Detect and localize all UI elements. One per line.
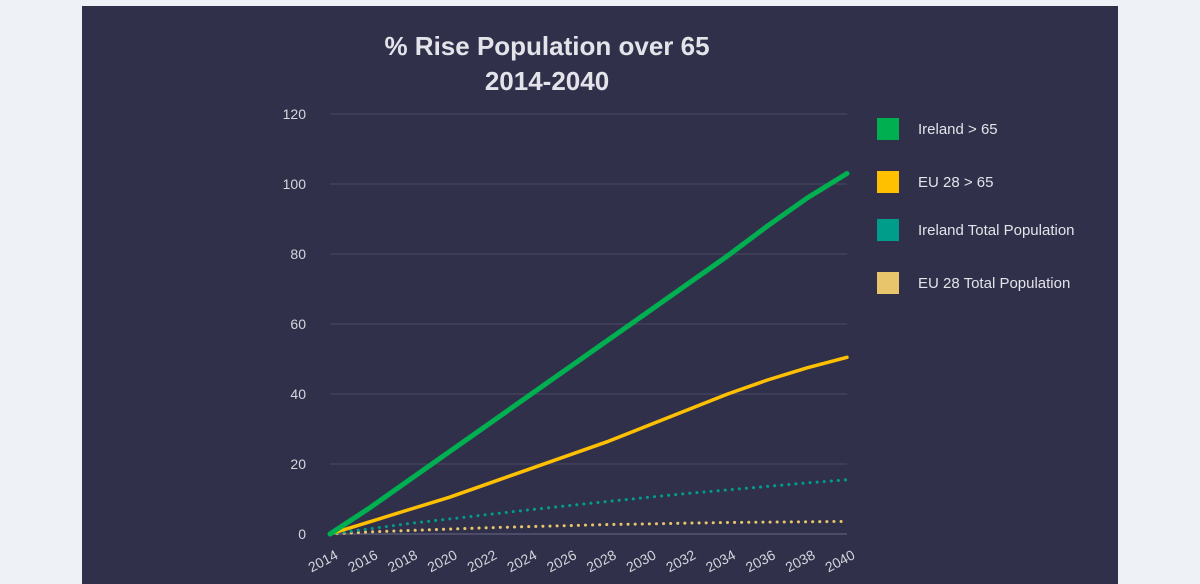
y-tick-label: 40 [290,386,306,402]
series-lines [327,171,850,537]
gridlines [330,113,847,535]
legend-label: Ireland > 65 [918,121,998,138]
y-tick-label: 100 [283,176,307,192]
x-tick-label: 2028 [584,546,619,575]
line-chart: % Rise Population over 65 2014-2040 0204… [283,31,1075,575]
x-tick-label: 2034 [703,546,738,575]
legend-swatch [877,171,899,193]
x-tick-label: 2038 [783,546,818,575]
legend-swatch [877,219,899,241]
legend-label: EU 28 > 65 [918,174,993,191]
series-line [328,519,849,536]
chart-panel: % Rise Population over 65 2014-2040 0 20 4… [82,6,1118,584]
y-tick-label: 80 [290,246,306,262]
x-tick-label: 2036 [743,546,778,575]
x-tick-label: 2022 [464,546,499,575]
x-tick-label: 2040 [822,546,857,575]
legend-swatch [877,118,899,140]
y-tick-label: 120 [283,106,307,122]
chart-subtitle: 2014-2040 [485,66,609,96]
x-tick-label: 2016 [345,546,380,575]
x-tick-label: 2030 [624,546,659,575]
x-axis-ticks: 2014 2016 2018 2020 2022 2024 2026 2028 2030 2032… [305,546,857,575]
x-tick-label: 2024 [504,546,539,575]
x-tick-label: 2026 [544,546,579,575]
x-tick-label: 2032 [663,546,698,575]
x-tick-label: 2020 [425,546,460,575]
y-tick-label: 0 [298,526,306,542]
legend: Ireland > 65 EU 28 > 65 Ireland Total Popu… [877,118,1075,294]
x-tick-label: 2014 [305,546,340,575]
y-axis-ticks: 0 20 40 60 80 100 120 [283,106,307,542]
chart-title: % Rise Population over 65 [384,31,709,61]
series-line [327,171,850,537]
series-line [328,478,849,536]
legend-swatch [877,272,899,294]
legend-label: EU 28 Total Population [918,275,1070,292]
x-tick-label: 2018 [385,546,420,575]
series-line [328,355,849,536]
y-tick-label: 60 [290,316,306,332]
legend-label: Ireland Total Population [918,222,1075,239]
y-tick-label: 20 [290,456,306,472]
